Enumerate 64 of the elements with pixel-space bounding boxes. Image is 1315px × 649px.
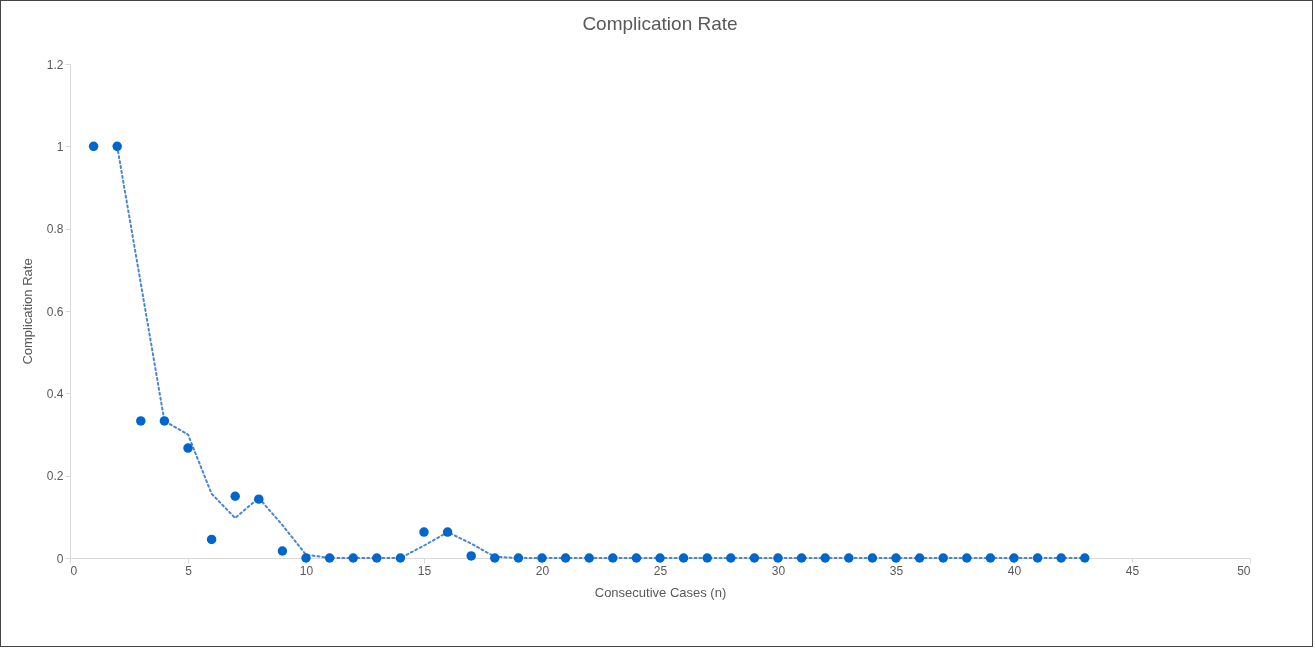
point xyxy=(820,553,830,563)
point xyxy=(277,546,288,556)
point xyxy=(749,553,760,563)
x-tick-label: 25 xyxy=(653,563,668,578)
point xyxy=(466,551,476,561)
x-tick-label: 10 xyxy=(299,563,314,578)
x-tick-label: 5 xyxy=(185,563,193,578)
point xyxy=(442,527,453,537)
point xyxy=(230,491,240,501)
point xyxy=(395,553,406,563)
point xyxy=(537,553,547,563)
point xyxy=(159,416,170,426)
point xyxy=(419,527,429,537)
point xyxy=(112,141,122,152)
point xyxy=(136,416,146,426)
point xyxy=(1009,553,1019,563)
point xyxy=(678,553,689,563)
point xyxy=(324,553,335,563)
point xyxy=(985,553,996,563)
point xyxy=(490,553,500,563)
point xyxy=(206,534,217,545)
point xyxy=(348,553,358,563)
x-tick-label: 35 xyxy=(889,563,904,578)
y-tick-label: 0.4 xyxy=(46,386,64,401)
y-tick-label: 1.2 xyxy=(46,57,64,72)
point xyxy=(773,553,783,563)
x-axis-title: Consecutive Cases (n) xyxy=(594,584,727,600)
point xyxy=(938,553,948,563)
y-axis-title: Complication Rate xyxy=(19,258,35,365)
y-tick-label: 0 xyxy=(56,551,64,566)
point xyxy=(372,553,382,563)
point xyxy=(962,553,972,563)
y-tick-label: 1 xyxy=(56,139,64,154)
point xyxy=(560,553,571,563)
point xyxy=(301,553,311,563)
x-tick-label: 50 xyxy=(1237,563,1251,578)
point xyxy=(183,443,193,453)
point xyxy=(1080,553,1090,563)
x-tick-label: 0 xyxy=(70,563,78,578)
point xyxy=(608,553,618,563)
point xyxy=(796,553,807,563)
chart-title: Complication Rate xyxy=(582,13,738,34)
point xyxy=(513,553,524,563)
x-tick-label: 30 xyxy=(771,563,786,578)
point xyxy=(702,553,712,563)
y-tick-label: 0.2 xyxy=(46,469,64,484)
point xyxy=(914,553,925,563)
point xyxy=(1056,553,1066,563)
point xyxy=(655,553,665,563)
point xyxy=(867,553,878,563)
point xyxy=(726,553,736,563)
x-tick-label: 40 xyxy=(1007,563,1022,578)
x-tick-label: 20 xyxy=(535,563,550,578)
x-tick-label: 45 xyxy=(1125,563,1140,578)
point xyxy=(891,553,901,563)
point xyxy=(631,553,642,563)
point xyxy=(584,553,594,563)
y-tick-label: 0.6 xyxy=(46,304,64,319)
point xyxy=(88,141,99,152)
point xyxy=(1032,553,1043,563)
y-tick-label: 0.8 xyxy=(46,222,64,237)
x-tick-label: 15 xyxy=(417,563,432,578)
point xyxy=(844,553,854,563)
point xyxy=(254,494,264,504)
